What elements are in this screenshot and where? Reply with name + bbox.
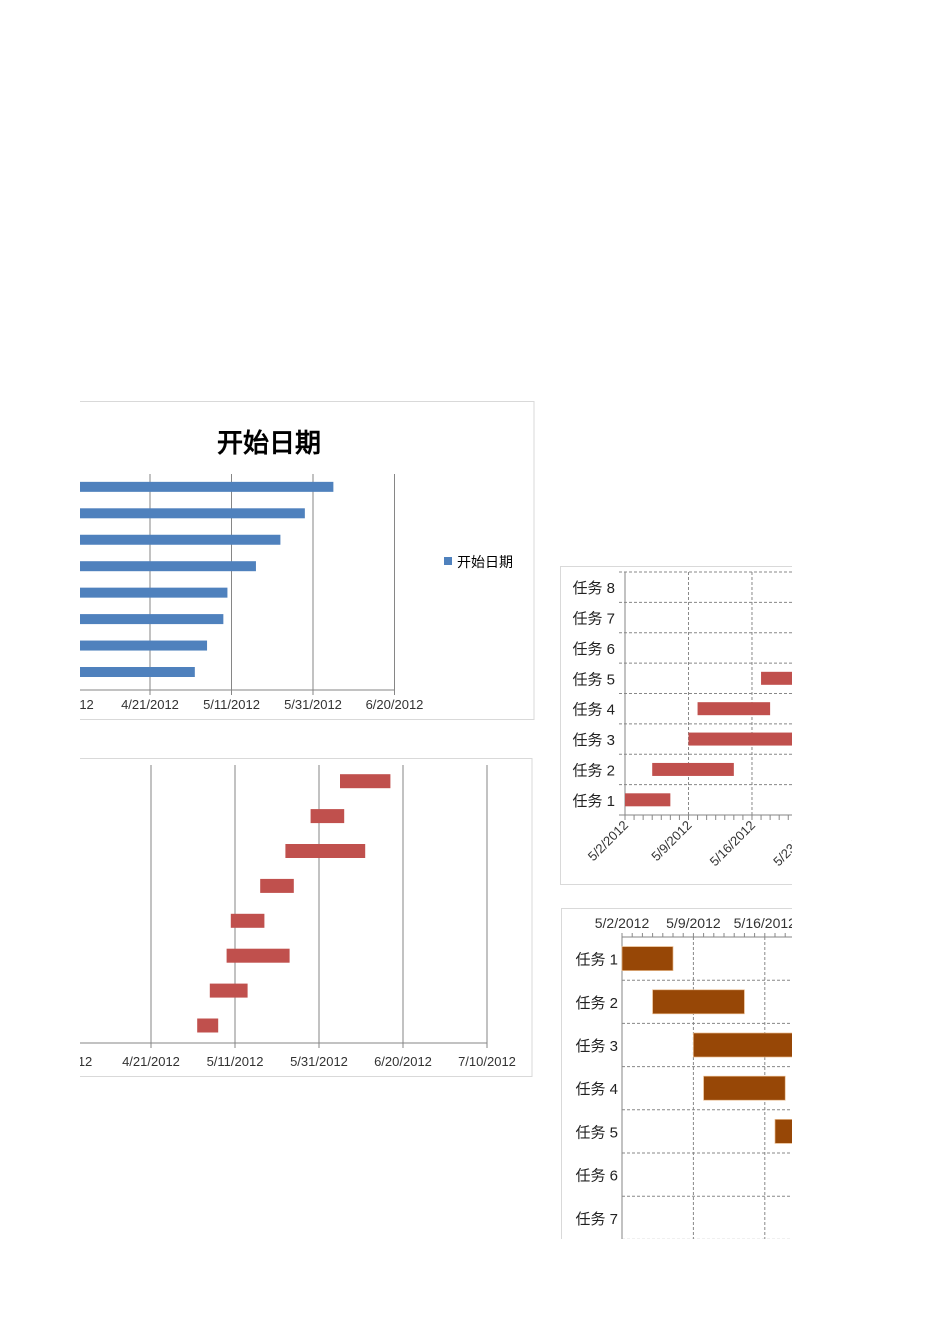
x-tick-label: 5/11/2012: [203, 697, 260, 712]
x-tick-label: 4/1/2012: [42, 1054, 93, 1069]
bar-7: [870, 611, 943, 624]
bar-3: [80, 614, 224, 625]
bar-1: [80, 667, 195, 677]
bar-2: [652, 989, 745, 1015]
chart-gantt-brown: 5/2/2012 5/9/2012 5/16/2012 任务 1 任务 2 任务 3 任务 …: [561, 908, 950, 1239]
chart-title: 开始日期: [217, 428, 321, 458]
category-label: 任务 8: [572, 580, 615, 597]
category-label: 任务 7: [575, 1211, 618, 1228]
bar-4: [697, 702, 771, 716]
category-label: 任务 6: [572, 641, 615, 658]
x-tick-label: 5/2/2012: [595, 915, 650, 931]
bar-1: [621, 946, 674, 971]
x-tick-label: 7/10/2012: [458, 1054, 516, 1069]
x-tick-label: 4/21/2012: [121, 697, 179, 712]
bar-5: [761, 671, 792, 685]
bar-7: [310, 809, 345, 824]
category-label: 任务 4: [572, 702, 615, 719]
bar-1: [625, 793, 671, 807]
category-label: 任务 3: [575, 1038, 618, 1055]
legend-label: 开始日期: [457, 554, 513, 570]
chart-border: [560, 566, 792, 885]
bar-3: [688, 732, 792, 746]
x-tick-label: 4/21/2012: [122, 1054, 180, 1069]
x-tick-label: 6/20/2012: [366, 697, 424, 712]
category-label: 任务 7: [572, 611, 615, 628]
bar-7: [80, 508, 305, 519]
category-label: 任务 1: [575, 952, 618, 969]
category-label: 任务 4: [575, 1081, 618, 1098]
chart-gantt-duration: 4/1/2012 4/21/2012 5/11/2012 5/31/2012 6/20/…: [42, 758, 533, 1077]
category-label: 任务 1: [572, 793, 615, 810]
category-label: 任务 3: [572, 732, 615, 749]
category-label: 任务 6: [575, 1168, 618, 1185]
bar-2: [80, 640, 208, 651]
x-tick-label: 4/1/2012: [43, 697, 94, 712]
category-label: 任务 5: [575, 1124, 618, 1141]
bar-8: [933, 581, 950, 594]
chart-border: [80, 401, 535, 720]
category-label: 任务 2: [572, 762, 615, 779]
bar-6: [815, 641, 950, 654]
bar-1: [197, 1018, 219, 1033]
x-tick-label: 5/31/2012: [290, 1054, 348, 1069]
bar-2: [209, 983, 248, 998]
bar-8: [80, 481, 334, 492]
category-label: 任务 2: [575, 995, 618, 1012]
bar-6: [80, 534, 281, 545]
bar-8: [340, 774, 391, 789]
x-tick-label: 5/9/2012: [666, 915, 721, 931]
chart-border: [561, 908, 792, 1239]
x-tick-label: 5/31/2012: [284, 697, 342, 712]
bar-5: [774, 1119, 792, 1144]
bar-5: [260, 878, 294, 893]
bar-7: [897, 1206, 950, 1230]
category-label: 任务 5: [572, 671, 615, 688]
bar-5: [80, 561, 256, 572]
chart-start-date: 4/1/2012 4/21/2012 5/11/2012 5/31/2012 6/20/…: [43, 401, 535, 720]
x-tick-label: 5/11/2012: [207, 1054, 264, 1069]
bar-4: [230, 913, 265, 928]
bar-3: [226, 948, 290, 963]
chart-border: [80, 758, 533, 1077]
bar-6: [285, 844, 366, 858]
bar-4: [80, 587, 228, 598]
x-tick-label: 6/20/2012: [374, 1054, 432, 1069]
bar-6: [836, 1163, 950, 1187]
bar-4: [703, 1075, 786, 1101]
bar-3: [693, 1032, 792, 1058]
x-tick-label: 5/16/2012: [734, 915, 796, 931]
bar-2: [652, 762, 734, 776]
legend-swatch: [444, 557, 452, 565]
